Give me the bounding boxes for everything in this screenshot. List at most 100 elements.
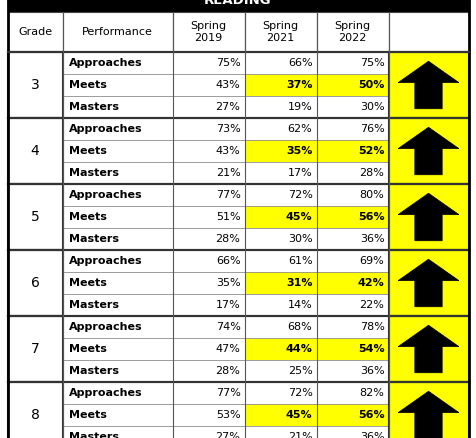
Text: 21%: 21% [216, 168, 240, 178]
Bar [172, 426, 245, 438]
Text: Spring
2022: Spring 2022 [335, 21, 370, 43]
Text: 47%: 47% [216, 344, 240, 354]
Text: 7: 7 [30, 342, 40, 356]
Bar [172, 250, 245, 272]
Text: 27%: 27% [216, 432, 240, 438]
Text: 42%: 42% [358, 278, 385, 288]
Text: 43%: 43% [216, 146, 240, 156]
Text: Meets: Meets [69, 410, 106, 420]
Text: 52%: 52% [358, 146, 385, 156]
Bar [172, 118, 245, 140]
Bar [62, 184, 172, 206]
Bar [62, 404, 172, 426]
Polygon shape [398, 325, 459, 373]
Polygon shape [398, 259, 459, 307]
Bar [62, 338, 172, 360]
Bar [62, 52, 172, 74]
Text: READING: READING [204, 0, 272, 7]
Bar [317, 140, 388, 162]
Text: 54%: 54% [358, 344, 385, 354]
Polygon shape [398, 127, 459, 175]
Text: 36%: 36% [360, 234, 385, 244]
Text: 4: 4 [30, 144, 40, 158]
Text: 37%: 37% [286, 80, 313, 90]
Bar [62, 426, 172, 438]
Text: 21%: 21% [288, 432, 313, 438]
Bar [172, 228, 245, 250]
Text: 73%: 73% [216, 124, 240, 134]
Text: 75%: 75% [360, 58, 385, 68]
Text: Masters: Masters [69, 366, 119, 376]
Bar [8, 0, 468, 12]
Text: Approaches: Approaches [69, 124, 142, 134]
Bar [62, 316, 172, 338]
Bar [62, 206, 172, 228]
Text: 35%: 35% [286, 146, 313, 156]
Text: Masters: Masters [69, 102, 119, 112]
Text: 80%: 80% [360, 190, 385, 200]
Bar [245, 426, 317, 438]
Bar [317, 52, 388, 74]
Bar [245, 162, 317, 184]
Text: Approaches: Approaches [69, 388, 142, 398]
Text: 75%: 75% [216, 58, 240, 68]
Text: 61%: 61% [288, 256, 313, 266]
Text: Meets: Meets [69, 80, 106, 90]
Text: Grade: Grade [18, 27, 52, 37]
Bar [245, 118, 317, 140]
Text: Masters: Masters [69, 234, 119, 244]
Text: 6: 6 [30, 276, 40, 290]
Text: 43%: 43% [216, 80, 240, 90]
Bar [8, 12, 62, 52]
Text: 68%: 68% [288, 322, 313, 332]
Bar [172, 294, 245, 316]
Bar [172, 206, 245, 228]
Text: 35%: 35% [216, 278, 240, 288]
Polygon shape [398, 61, 459, 109]
Text: 28%: 28% [216, 234, 240, 244]
Bar [8, 118, 62, 184]
Text: 28%: 28% [216, 366, 240, 376]
Text: 45%: 45% [286, 212, 313, 222]
Bar [62, 294, 172, 316]
Text: Approaches: Approaches [69, 256, 142, 266]
Text: Spring
2019: Spring 2019 [190, 21, 227, 43]
Bar [8, 316, 62, 382]
Text: 8: 8 [30, 408, 40, 422]
Bar [62, 12, 172, 52]
Bar [245, 74, 317, 96]
Text: 17%: 17% [288, 168, 313, 178]
Bar [245, 184, 317, 206]
Bar [62, 250, 172, 272]
Text: 72%: 72% [288, 190, 313, 200]
Bar [172, 162, 245, 184]
Bar [317, 316, 388, 338]
Bar [245, 96, 317, 118]
Bar [245, 316, 317, 338]
Polygon shape [398, 391, 459, 438]
Text: 69%: 69% [360, 256, 385, 266]
Text: 44%: 44% [286, 344, 313, 354]
Text: 17%: 17% [216, 300, 240, 310]
Bar [245, 404, 317, 426]
Text: 30%: 30% [360, 102, 385, 112]
Bar [388, 184, 468, 250]
Bar [62, 272, 172, 294]
Bar [8, 52, 62, 118]
Bar [245, 294, 317, 316]
Text: 72%: 72% [288, 388, 313, 398]
Bar [317, 272, 388, 294]
Text: Approaches: Approaches [69, 58, 142, 68]
Text: 22%: 22% [360, 300, 385, 310]
Bar [172, 338, 245, 360]
Text: 82%: 82% [360, 388, 385, 398]
Bar [388, 250, 468, 316]
Bar [317, 118, 388, 140]
Bar [62, 382, 172, 404]
Bar [172, 12, 245, 52]
Bar [317, 294, 388, 316]
Bar [388, 382, 468, 438]
Text: Meets: Meets [69, 146, 106, 156]
Text: 77%: 77% [216, 190, 240, 200]
Text: 77%: 77% [216, 388, 240, 398]
